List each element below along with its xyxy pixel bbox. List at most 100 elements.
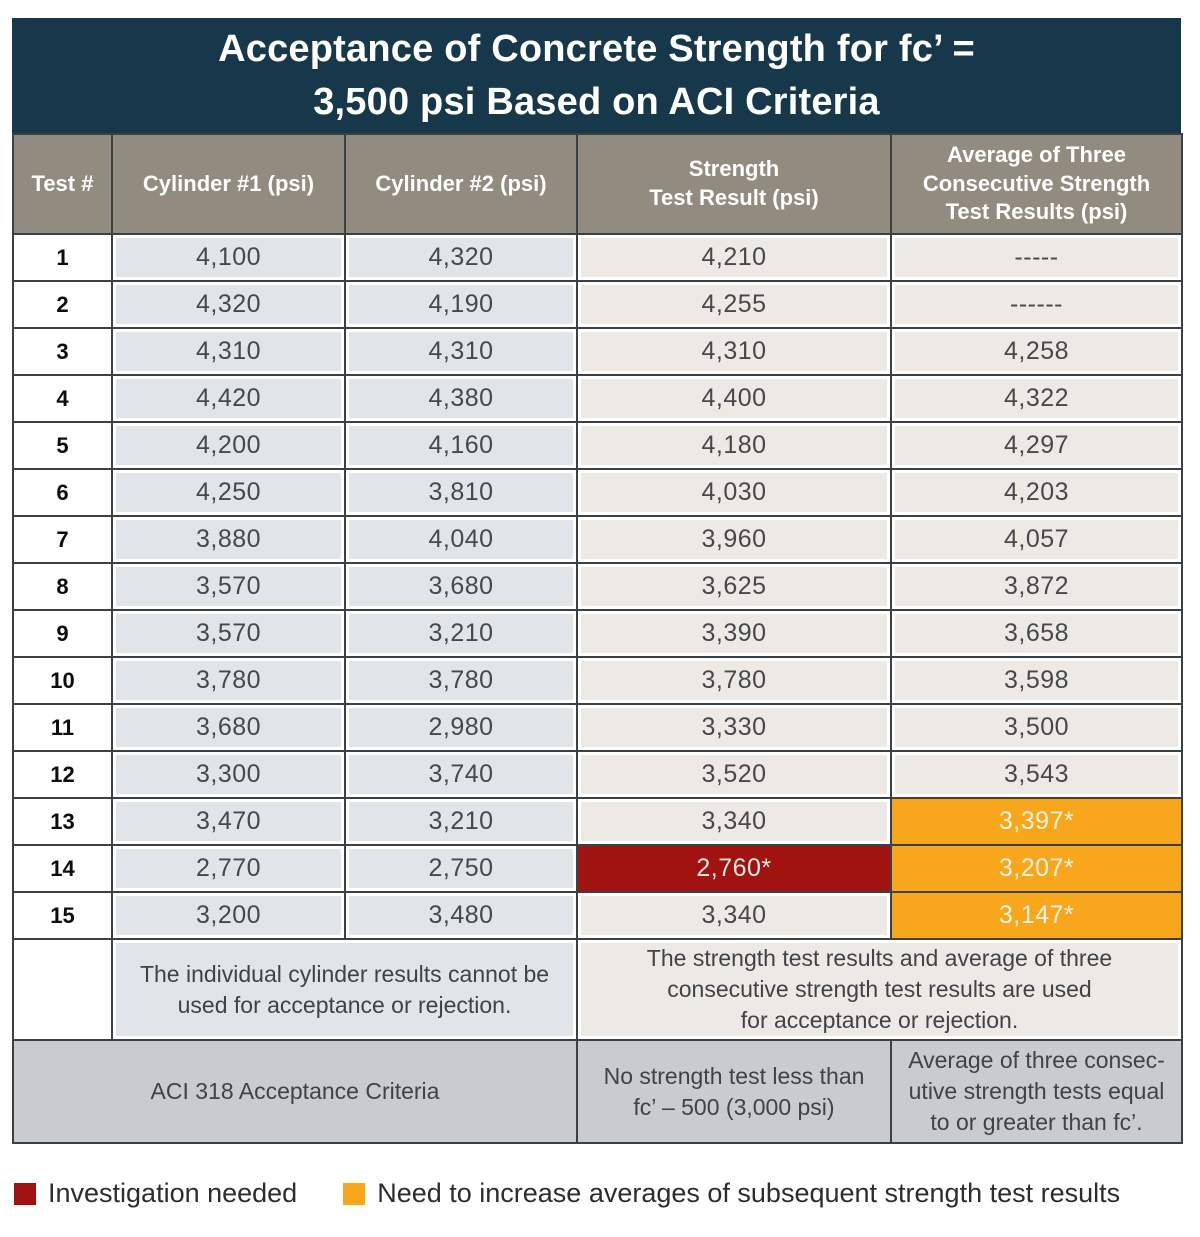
cylinder1-cell: 4,200: [111, 421, 346, 470]
table-row: 4 4,420 4,380 4,400 4,322: [12, 374, 1183, 423]
strength-result-cell: 3,625: [576, 562, 892, 611]
cylinder1-cell: 3,300: [111, 750, 346, 799]
red-swatch-icon: [14, 1182, 36, 1205]
column-header-average-three: Average of Three Consecutive Strength Te…: [890, 133, 1183, 235]
legend: Investigation needed Need to increase av…: [14, 1178, 1200, 1209]
strength-result-cell: 3,340: [576, 797, 892, 846]
test-number-cell: 1: [12, 233, 113, 282]
average-cell: 4,057: [890, 515, 1183, 564]
cylinder2-cell: 3,210: [344, 609, 578, 658]
column-header-cylinder1: Cylinder #1 (psi): [111, 133, 346, 235]
strength-result-cell-flagged-red: 2,760*: [576, 844, 892, 893]
strength-results-table: Test # Cylinder #1 (psi) Cylinder #2 (ps…: [12, 133, 1183, 1145]
table-row: 13 3,470 3,210 3,340 3,397*: [12, 797, 1183, 846]
strength-result-cell: 4,310: [576, 327, 892, 376]
average-cell: 4,297: [890, 421, 1183, 470]
aci-strength-rule: No strength test less than fc’ – 500 (3,…: [576, 1039, 892, 1145]
strength-result-cell: 4,255: [576, 280, 892, 329]
cylinder1-cell: 2,770: [111, 844, 346, 893]
table-row: 15 3,200 3,480 3,340 3,147*: [12, 891, 1183, 940]
test-number-cell: 15: [12, 891, 113, 940]
test-number-cell: 3: [12, 327, 113, 376]
average-cell-flagged-orange: 3,207*: [890, 844, 1183, 893]
average-cell: 4,203: [890, 468, 1183, 517]
average-cell: 3,598: [890, 656, 1183, 705]
cylinder2-cell: 3,740: [344, 750, 578, 799]
average-cell: -----: [890, 233, 1183, 282]
cylinder1-cell: 4,320: [111, 280, 346, 329]
table-row: 6 4,250 3,810 4,030 4,203: [12, 468, 1183, 517]
cylinder1-cell: 3,200: [111, 891, 346, 940]
average-cell: ------: [890, 280, 1183, 329]
result-columns-note: The strength test results and average of…: [576, 937, 1183, 1042]
test-number-cell: 10: [12, 656, 113, 705]
test-number-cell: 8: [12, 562, 113, 611]
notes-row: The individual cylinder results cannot b…: [12, 937, 1183, 1042]
average-cell-flagged-orange: 3,397*: [890, 797, 1183, 846]
strength-result-cell: 3,520: [576, 750, 892, 799]
cylinder1-cell: 4,250: [111, 468, 346, 517]
strength-result-cell: 4,400: [576, 374, 892, 423]
test-number-cell: 2: [12, 280, 113, 329]
legend-label-investigation: Investigation needed: [48, 1178, 298, 1209]
aci-criteria-label: ACI 318 Acceptance Criteria: [12, 1039, 578, 1145]
average-cell: 4,258: [890, 327, 1183, 376]
column-header-cylinder2: Cylinder #2 (psi): [344, 133, 578, 235]
cylinder1-cell: 4,310: [111, 327, 346, 376]
table-figure: Acceptance of Concrete Strength for fc’ …: [12, 18, 1183, 1145]
table-row: 12 3,300 3,740 3,520 3,543: [12, 750, 1183, 799]
test-number-cell: 7: [12, 515, 113, 564]
orange-swatch-icon: [343, 1182, 366, 1205]
strength-result-cell: 3,390: [576, 609, 892, 658]
column-header-test-number: Test #: [12, 133, 113, 235]
table-row: 14 2,770 2,750 2,760* 3,207*: [12, 844, 1183, 893]
empty-cell: [12, 937, 113, 1042]
cylinder1-cell: 4,100: [111, 233, 346, 282]
cylinder2-cell: 4,380: [344, 374, 578, 423]
strength-result-cell: 3,960: [576, 515, 892, 564]
average-cell: 3,500: [890, 703, 1183, 752]
table-row: 2 4,320 4,190 4,255 ------: [12, 280, 1183, 329]
cylinder1-cell: 3,680: [111, 703, 346, 752]
average-cell-flagged-orange: 3,147*: [890, 891, 1183, 940]
cylinder2-cell: 3,210: [344, 797, 578, 846]
strength-result-cell: 4,210: [576, 233, 892, 282]
cylinder1-cell: 3,880: [111, 515, 346, 564]
table-row: 11 3,680 2,980 3,330 3,500: [12, 703, 1183, 752]
table-row: 10 3,780 3,780 3,780 3,598: [12, 656, 1183, 705]
table-row: 7 3,880 4,040 3,960 4,057: [12, 515, 1183, 564]
acceptance-criteria-row: ACI 318 Acceptance Criteria No strength …: [12, 1039, 1183, 1145]
cylinder-columns-note: The individual cylinder results cannot b…: [111, 937, 578, 1042]
figure-title: Acceptance of Concrete Strength for fc’ …: [12, 18, 1181, 133]
cylinder1-cell: 3,470: [111, 797, 346, 846]
cylinder2-cell: 3,780: [344, 656, 578, 705]
test-number-cell: 14: [12, 844, 113, 893]
strength-result-cell: 4,180: [576, 421, 892, 470]
header-row: Test # Cylinder #1 (psi) Cylinder #2 (ps…: [12, 133, 1183, 235]
cylinder2-cell: 2,980: [344, 703, 578, 752]
table-row: 9 3,570 3,210 3,390 3,658: [12, 609, 1183, 658]
test-number-cell: 5: [12, 421, 113, 470]
average-cell: 4,322: [890, 374, 1183, 423]
column-header-strength-result: Strength Test Result (psi): [576, 133, 892, 235]
cylinder2-cell: 4,160: [344, 421, 578, 470]
test-number-cell: 12: [12, 750, 113, 799]
cylinder2-cell: 3,680: [344, 562, 578, 611]
cylinder2-cell: 4,190: [344, 280, 578, 329]
cylinder2-cell: 4,320: [344, 233, 578, 282]
legend-item-increase-averages: Need to increase averages of subsequent …: [343, 1178, 1120, 1209]
aci-average-rule: Average of three consec- utive strength …: [890, 1039, 1183, 1145]
test-number-cell: 6: [12, 468, 113, 517]
cylinder1-cell: 3,570: [111, 562, 346, 611]
cylinder1-cell: 4,420: [111, 374, 346, 423]
test-number-cell: 9: [12, 609, 113, 658]
table-row: 8 3,570 3,680 3,625 3,872: [12, 562, 1183, 611]
cylinder2-cell: 4,310: [344, 327, 578, 376]
legend-label-increase-averages: Need to increase averages of subsequent …: [377, 1178, 1121, 1209]
strength-result-cell: 4,030: [576, 468, 892, 517]
cylinder2-cell: 3,810: [344, 468, 578, 517]
table-row: 3 4,310 4,310 4,310 4,258: [12, 327, 1183, 376]
table-row: 1 4,100 4,320 4,210 -----: [12, 233, 1183, 282]
strength-result-cell: 3,340: [576, 891, 892, 940]
average-cell: 3,543: [890, 750, 1183, 799]
